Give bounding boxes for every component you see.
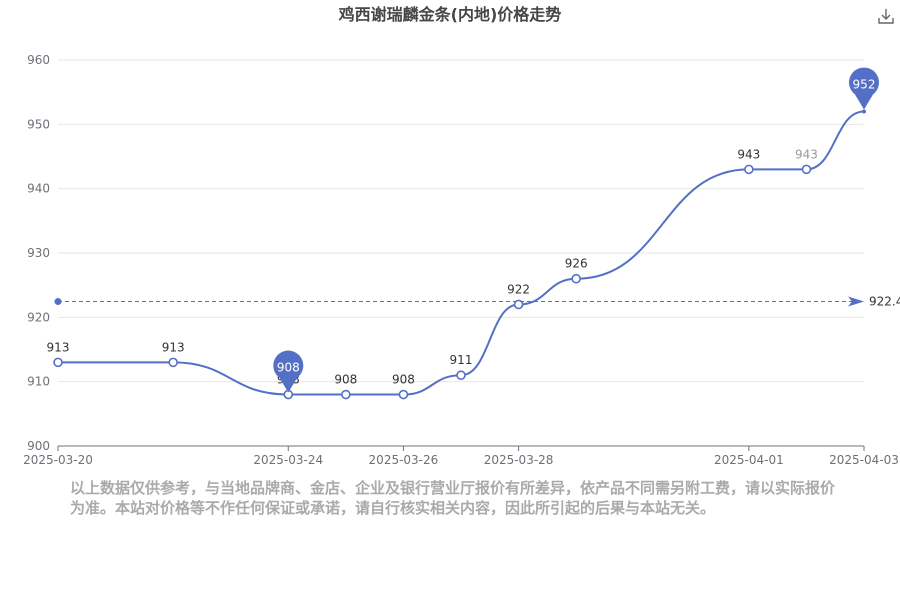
y-tick-label: 930	[27, 246, 50, 260]
y-tick-label: 910	[27, 375, 50, 389]
data-point[interactable]	[456, 370, 466, 381]
data-label: 911	[450, 353, 473, 367]
data-point[interactable]	[53, 357, 63, 368]
x-tick-label: 2025-04-03	[829, 453, 899, 467]
disclaimer-text: 以上数据仅供参考，与当地品牌商、金店、企业及银行营业厅报价有所差异，依产品不同需…	[70, 479, 836, 517]
data-label: 922	[507, 282, 530, 296]
data-label: 913	[47, 340, 70, 354]
x-tick-label: 2025-03-20	[23, 453, 93, 467]
data-point[interactable]	[168, 357, 178, 368]
x-tick-label: 2025-03-26	[369, 453, 439, 467]
x-axis: 2025-03-20 2025-03-24 2025-03-26 2025-03-28…	[23, 445, 899, 467]
y-tick-label: 940	[27, 182, 50, 196]
data-label: 913	[162, 340, 185, 354]
data-point[interactable]	[744, 164, 754, 175]
max-marker: 952	[849, 67, 880, 110]
x-tick-label: 2025-03-24	[253, 453, 323, 467]
max-marker-shape	[849, 67, 880, 110]
data-point[interactable]	[862, 109, 866, 114]
y-tick-label: 900	[27, 439, 50, 453]
extreme-markers: 908 952	[273, 67, 880, 393]
data-point[interactable]	[398, 389, 409, 400]
chart-title: 鸡西谢瑞麟金条(内地)价格走势	[338, 5, 562, 24]
max-marker-label: 952	[853, 77, 876, 91]
grid-lines	[58, 59, 864, 383]
y-tick-label: 950	[27, 117, 50, 131]
data-label: 908	[392, 373, 415, 387]
download-icon[interactable]	[876, 6, 896, 26]
average-line-arrow	[848, 296, 864, 307]
x-tick-label: 2025-04-01	[714, 453, 784, 467]
data-label: 943	[795, 147, 818, 161]
average-line-label: 922.45	[869, 295, 900, 309]
min-marker-shape	[273, 350, 304, 393]
data-point[interactable]	[341, 389, 351, 400]
average-line: 922.45	[54, 295, 900, 309]
data-label: 908	[334, 373, 357, 387]
data-point[interactable]	[513, 299, 524, 310]
series-line	[57, 110, 865, 396]
y-axis: 900 910 920 930 940 950 960	[27, 53, 50, 453]
data-labels: 913 913 908 908 908 911 922 926 943 943	[47, 147, 818, 386]
x-tick-label: 2025-03-28	[484, 453, 554, 467]
data-point[interactable]	[571, 273, 581, 284]
y-tick-label: 960	[27, 53, 50, 67]
min-marker-label: 908	[277, 361, 300, 375]
data-label: 926	[565, 257, 588, 271]
data-label: 943	[737, 147, 760, 161]
data-point[interactable]	[801, 164, 812, 175]
min-marker: 908	[273, 350, 304, 393]
y-tick-label: 920	[27, 310, 50, 324]
